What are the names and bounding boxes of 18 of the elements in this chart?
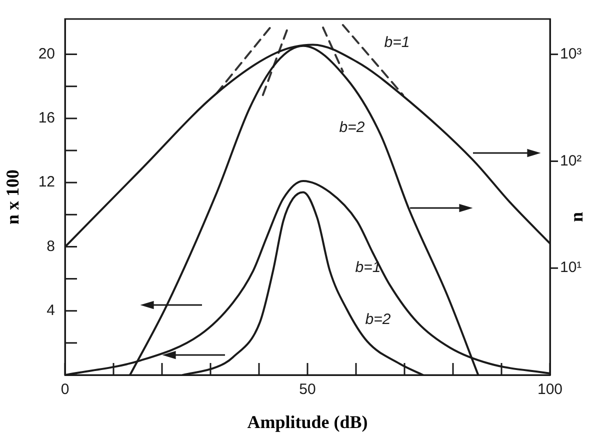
y-tick-label: 12 <box>38 174 55 191</box>
y2-tick-label: 10¹ <box>560 259 582 276</box>
y2-axis-title: n <box>566 212 587 222</box>
y2-tick-label: 10² <box>560 152 582 170</box>
y-tick-label: 20 <box>38 45 55 62</box>
annotation: b=2 <box>365 311 392 328</box>
x-tick-label: 50 <box>299 381 316 398</box>
x-axis-title: Amplitude (dB) <box>247 412 368 432</box>
y2-tick-label: 10³ <box>560 45 582 62</box>
annotation: b=1 <box>384 34 410 52</box>
y-axis-title: n x 100 <box>2 169 23 225</box>
x-tick-label: 100 <box>537 381 563 398</box>
annotation: b=1 <box>355 259 381 276</box>
x-tick-label: 0 <box>60 381 70 398</box>
y-tick-label: 16 <box>38 110 55 127</box>
y-tick-label: 4 <box>46 302 55 319</box>
y-tick-label: 8 <box>46 238 55 255</box>
annotation: b=2 <box>339 119 366 136</box>
